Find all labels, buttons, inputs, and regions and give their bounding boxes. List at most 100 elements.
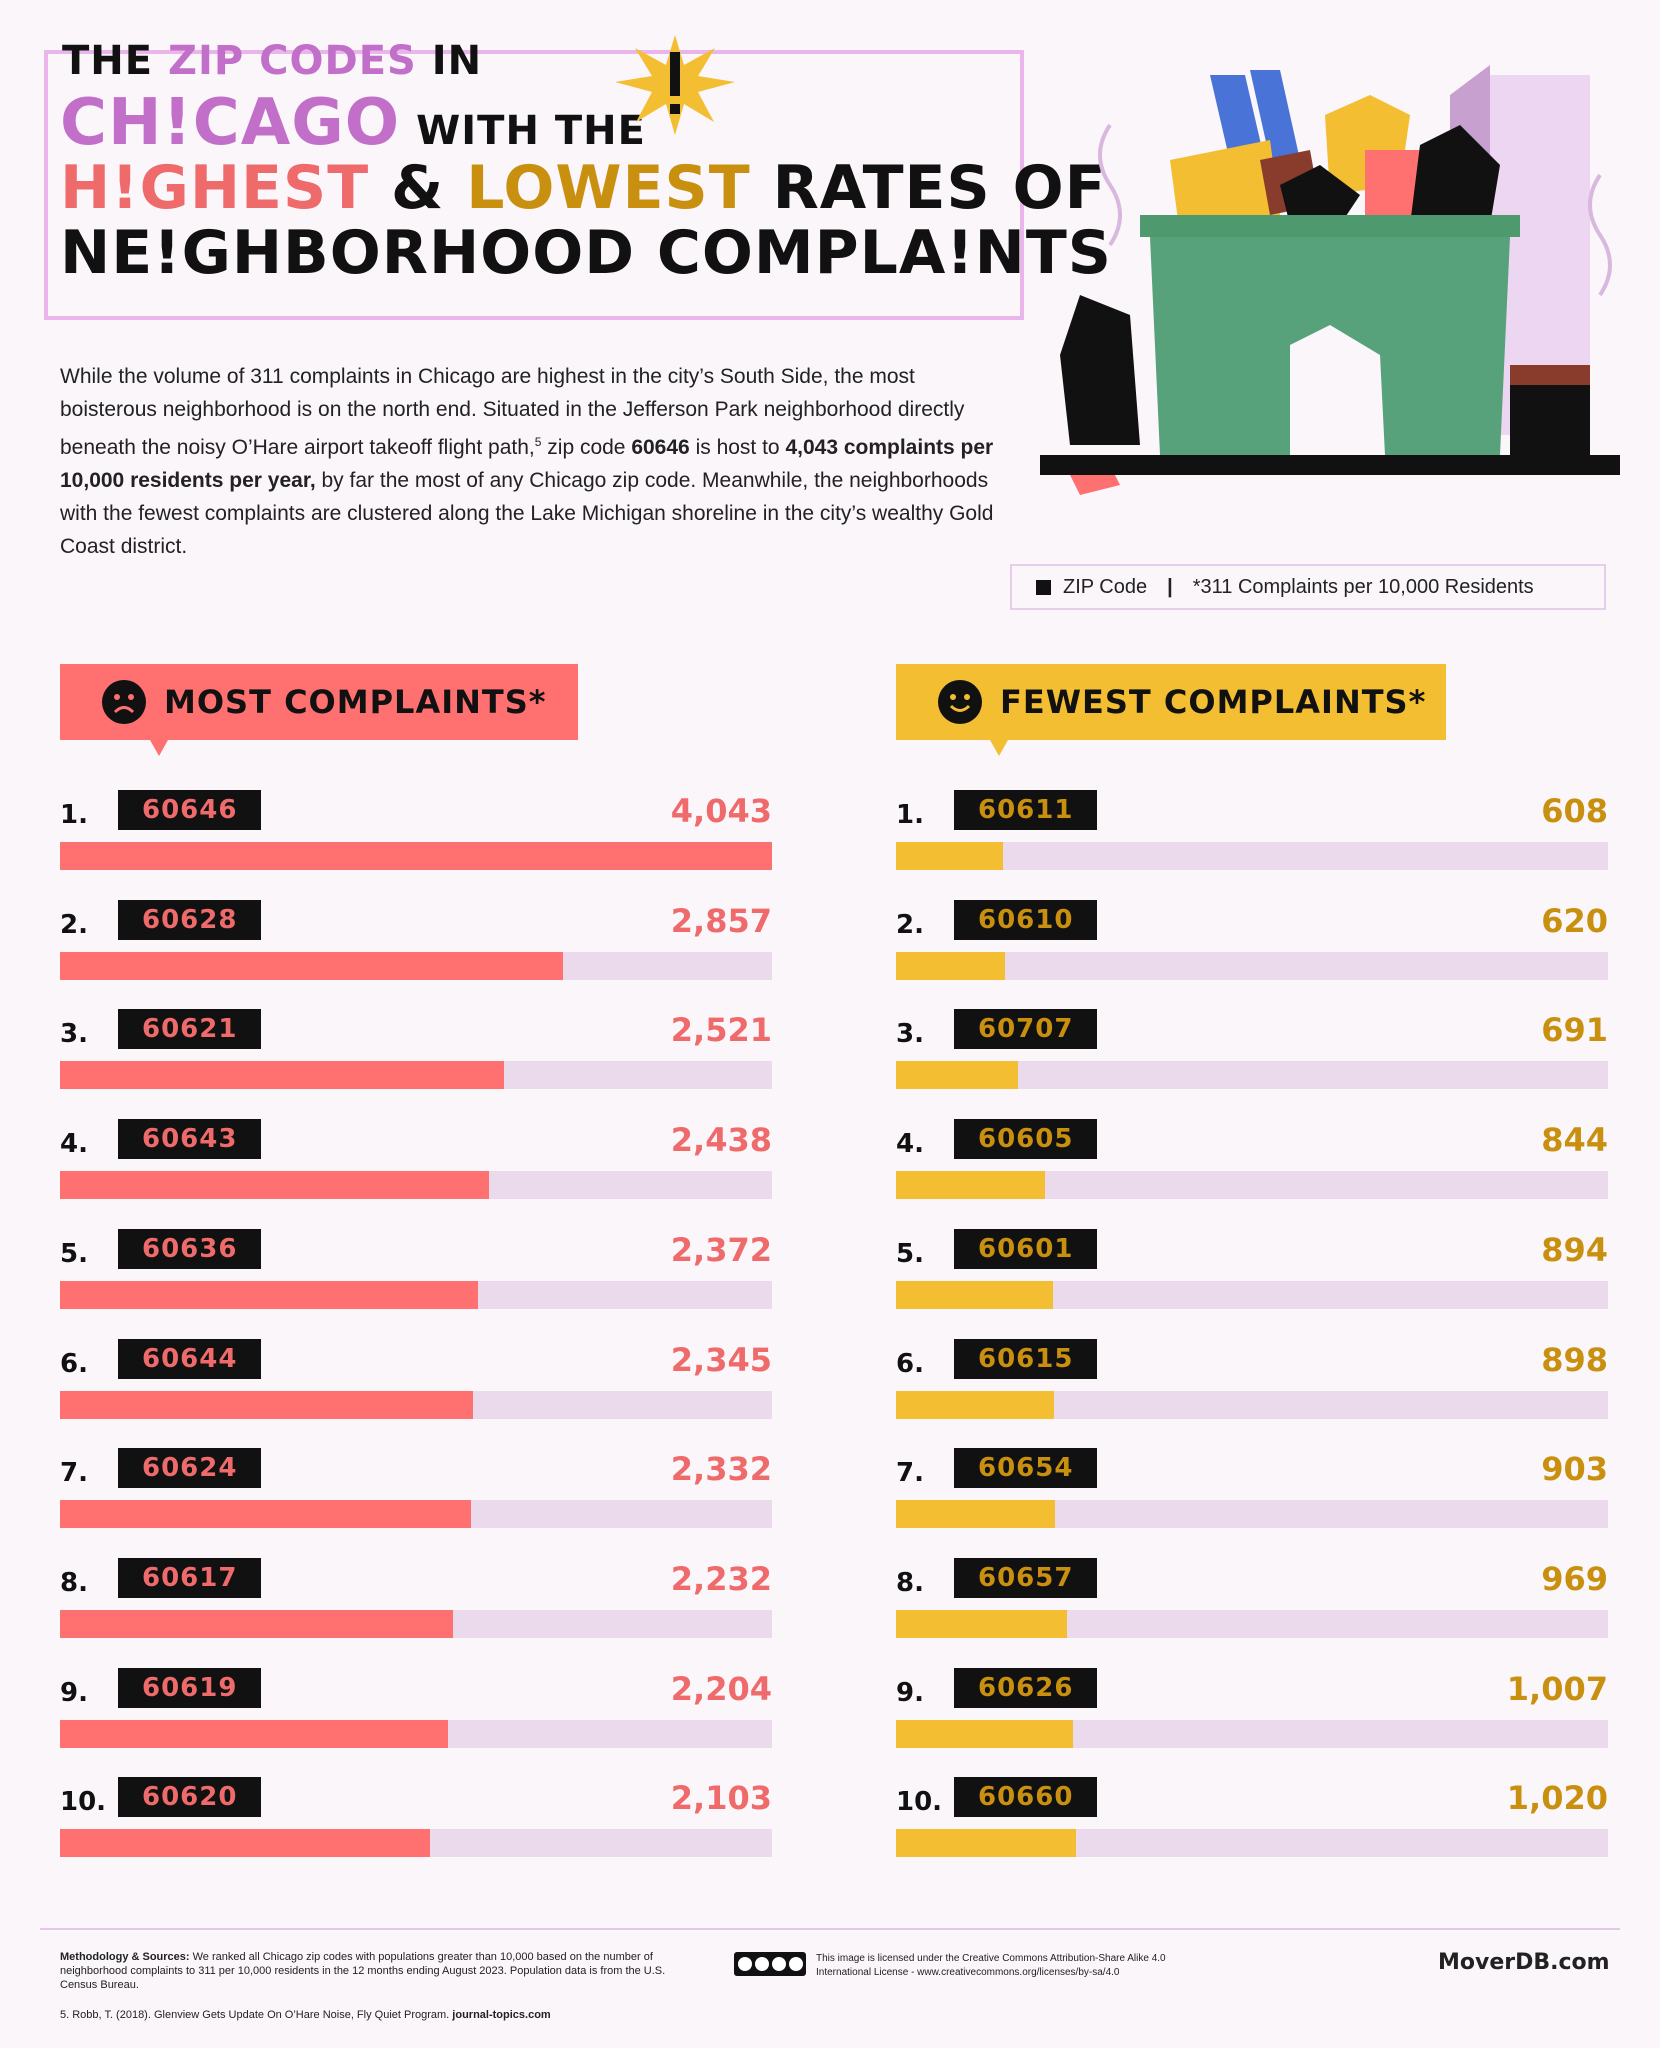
legend-separator: | (1167, 575, 1173, 598)
rank-label: 2. (60, 909, 88, 940)
zip-code-label: 60611 (954, 790, 1098, 830)
title-line-4: NE!GHBORHOOD COMPLA!NTS (60, 218, 1112, 288)
bar-track (60, 951, 772, 980)
most-row-6: 6. 60644 2,345 (60, 1338, 772, 1423)
value-label: 608 (1541, 792, 1608, 830)
exclamation-burst-icon (615, 35, 735, 135)
bar (896, 1390, 1055, 1419)
brand-logo: MoverDB.com (1438, 1950, 1610, 1975)
most-row-7: 7. 60624 2,332 (60, 1448, 772, 1532)
rank-label: 6. (60, 1348, 88, 1379)
zip-code-swatch (1036, 579, 1051, 595)
fewest-row-9: 9. 60626 1,007 (896, 1667, 1608, 1752)
zip-code-label: 60619 (118, 1667, 262, 1708)
most-row-1: 1. 60646 4,043 (60, 790, 772, 874)
value-label: 2,204 (670, 1669, 772, 1708)
title-line-3: H!GHEST & LOWEST RATES OF (60, 153, 1107, 223)
bar (896, 1171, 1045, 1200)
most-complaints-header: MOST COMPLAINTS* (60, 664, 578, 740)
fewest-row-2: 2. 60610 620 (896, 899, 1608, 984)
most-row-8: 8. 60617 2,232 (60, 1557, 772, 1642)
fewest-row-8: 8. 60657 969 (896, 1557, 1608, 1642)
rank-label: 7. (60, 1458, 88, 1489)
fewest-row-10: 10. 60660 1,020 (896, 1777, 1608, 1861)
rank-label: 9. (896, 1677, 924, 1708)
value-label: 2,345 (670, 1340, 772, 1379)
bar (896, 1061, 1018, 1090)
intro-paragraph: While the volume of 311 complaints in Ch… (60, 365, 994, 558)
value-label: 844 (1541, 1121, 1608, 1160)
zip-code-label: 60605 (954, 1119, 1098, 1160)
bar-track (896, 1061, 1608, 1090)
most-row-9: 9. 60619 2,204 (60, 1667, 772, 1752)
footnote-reference: 5. Robb, T. (2018). Glenview Gets Update… (60, 2009, 551, 2021)
methodology-note: Methodology & Sources: We ranked all Chi… (60, 1951, 666, 1991)
bar-track (60, 1500, 772, 1529)
value-label: 2,438 (670, 1121, 772, 1160)
most-row-4: 4. 60643 2,438 (60, 1119, 772, 1203)
bar-track (896, 1280, 1608, 1309)
bar-track (896, 951, 1608, 980)
zip-code-label: 60636 (118, 1228, 262, 1269)
bar-track (60, 1171, 772, 1200)
bar (60, 1829, 431, 1858)
license-note: This image is licensed under the Creativ… (816, 1953, 1166, 1978)
bar (896, 951, 1006, 980)
rank-label: 8. (896, 1567, 924, 1598)
zip-code-label: 60610 (954, 899, 1098, 940)
value-label: 894 (1541, 1230, 1608, 1269)
bar (60, 1719, 449, 1748)
legend: ZIP Code | *311 Complaints per 10,000 Re… (1010, 564, 1606, 610)
zip-code-label: 60617 (118, 1557, 262, 1598)
bar (896, 1829, 1076, 1858)
zip-code-label: 60657 (954, 1557, 1098, 1598)
bar-track (896, 1500, 1608, 1529)
value-label: 2,521 (670, 1011, 772, 1050)
title-frame (44, 50, 1024, 320)
value-label: 1,020 (1506, 1779, 1608, 1818)
bar (60, 842, 772, 870)
value-label: 898 (1541, 1340, 1608, 1379)
most-header-pointer (150, 740, 168, 756)
zip-code-label: 60626 (954, 1667, 1098, 1708)
smile-face-icon (938, 680, 982, 724)
value-label: 1,007 (1506, 1669, 1608, 1708)
zip-code-label: 60643 (118, 1119, 262, 1160)
zip-code-label: 60621 (118, 1009, 262, 1050)
bar-track (60, 842, 772, 870)
bar (60, 1500, 471, 1529)
bar (60, 1061, 504, 1090)
bar (896, 842, 1004, 870)
overflowing-dumpster-icon (1040, 65, 1620, 495)
creative-commons-icon (734, 1952, 806, 1976)
value-label: 620 (1541, 901, 1608, 940)
zip-code-label: 60707 (954, 1009, 1098, 1050)
rank-label: 6. (896, 1348, 924, 1379)
rank-label: 1. (60, 800, 88, 830)
bar (896, 1500, 1056, 1529)
bar (60, 1390, 473, 1419)
rank-label: 8. (60, 1567, 88, 1598)
legend-zip-label: ZIP Code (1063, 575, 1148, 598)
rank-label: 5. (896, 1238, 924, 1269)
fewest-row-7: 7. 60654 903 (896, 1448, 1608, 1532)
value-label: 691 (1541, 1011, 1608, 1050)
rank-label: 3. (896, 1019, 924, 1050)
value-label: 903 (1541, 1450, 1608, 1489)
rank-label: 4. (60, 1129, 88, 1160)
bar-track (60, 1061, 772, 1090)
bar-track (896, 842, 1608, 870)
title-line-2: CH!CAGO WITH THE (60, 86, 646, 160)
bar (60, 1171, 490, 1200)
legend-metric-label: *311 Complaints per 10,000 Residents (1192, 575, 1534, 598)
value-label: 2,372 (670, 1230, 772, 1269)
zip-code-label: 60628 (118, 899, 262, 940)
zip-code-label: 60624 (118, 1448, 262, 1489)
rank-label: 9. (60, 1677, 88, 1708)
title-frame-fill (74, 64, 1004, 296)
fewest-row-3: 3. 60707 691 (896, 1009, 1608, 1093)
fewest-row-6: 6. 60615 898 (896, 1338, 1608, 1423)
most-complaints-title: MOST COMPLAINTS* (164, 683, 547, 721)
value-label: 2,332 (670, 1450, 772, 1489)
bar-track (896, 1390, 1608, 1419)
